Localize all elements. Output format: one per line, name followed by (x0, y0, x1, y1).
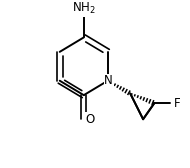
Text: N: N (104, 74, 113, 87)
Text: F: F (173, 97, 180, 110)
Text: NH$_2$: NH$_2$ (72, 1, 96, 16)
Text: O: O (86, 113, 95, 126)
